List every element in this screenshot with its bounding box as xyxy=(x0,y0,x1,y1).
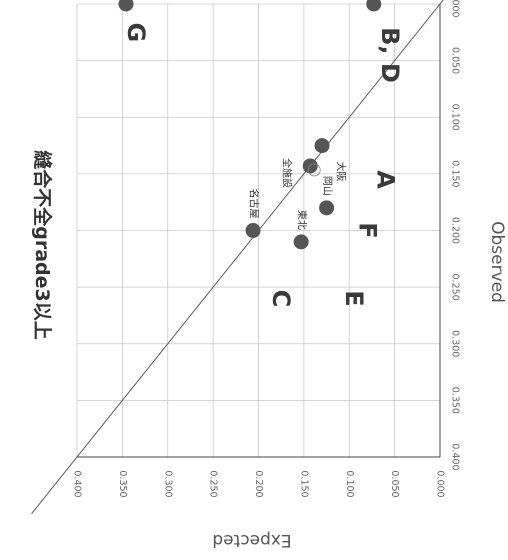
group-letter: G xyxy=(122,22,150,42)
data-point xyxy=(118,0,134,12)
group-letter: A xyxy=(372,170,400,189)
x-tick-label: 0.400 xyxy=(450,443,461,470)
data-point xyxy=(293,234,309,250)
point-label: 岡山 xyxy=(321,176,333,196)
x-tick-label: 0.000 xyxy=(450,0,461,18)
point-label: 大阪 xyxy=(335,162,348,182)
y-axis-title: Expected xyxy=(212,530,291,550)
data-point xyxy=(319,200,335,216)
data-point xyxy=(366,0,382,12)
data-point xyxy=(314,138,330,154)
data-point xyxy=(245,223,261,238)
y-tick-label: 0.200 xyxy=(253,470,264,497)
y-tick-label: 0.050 xyxy=(389,470,400,497)
point-label: 名古屋 xyxy=(248,189,261,219)
reference-line xyxy=(31,0,444,514)
y-tick-label: 0.400 xyxy=(72,470,83,497)
y-tick-label: 0.300 xyxy=(162,470,173,497)
x-axis-title: Observed xyxy=(487,221,507,303)
point-label: 東北 xyxy=(296,210,309,230)
point-overlap-ring xyxy=(307,163,321,177)
x-tick-label: 0.100 xyxy=(450,104,461,131)
x-tick-label: 0.250 xyxy=(450,274,461,301)
y-tick-label: 0.150 xyxy=(298,470,309,497)
y-tick-label: 0.350 xyxy=(117,470,128,497)
reference-line-layer xyxy=(31,0,444,514)
x-tick-label: 0.300 xyxy=(450,330,461,357)
group-letter: F xyxy=(353,222,381,238)
x-tick-label: 0.200 xyxy=(450,217,461,244)
chart-title: 縫合不全grade3以上 xyxy=(31,150,54,340)
y-tick-label: 0.000 xyxy=(435,470,446,497)
group-letter: C xyxy=(267,290,295,308)
x-tick-label: 0.050 xyxy=(450,47,461,74)
points-layer xyxy=(118,0,382,250)
x-tick-label: 0.150 xyxy=(450,160,461,187)
x-tick-label: 0.350 xyxy=(450,387,461,414)
text-layer: 0.000 0.050 0.100 0.150 0.200 0.250 0.300 0.350… xyxy=(31,0,507,550)
group-letter: B, D xyxy=(376,27,404,83)
group-letter: E xyxy=(340,290,368,306)
y-tick-label: 0.250 xyxy=(208,470,219,497)
point-label: 全施設 xyxy=(281,158,294,188)
y-tick-label: 0.100 xyxy=(344,470,355,497)
